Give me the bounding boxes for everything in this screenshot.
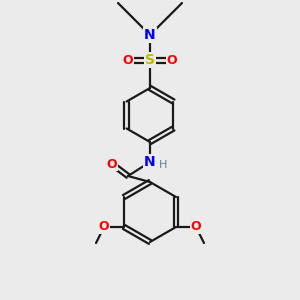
Text: O: O: [191, 220, 201, 233]
Text: N: N: [144, 28, 156, 42]
Text: O: O: [123, 53, 133, 67]
Text: O: O: [167, 53, 177, 67]
Text: O: O: [107, 158, 117, 170]
Text: H: H: [159, 160, 167, 170]
Text: S: S: [145, 53, 155, 67]
Text: O: O: [99, 220, 109, 233]
Text: N: N: [144, 155, 156, 169]
